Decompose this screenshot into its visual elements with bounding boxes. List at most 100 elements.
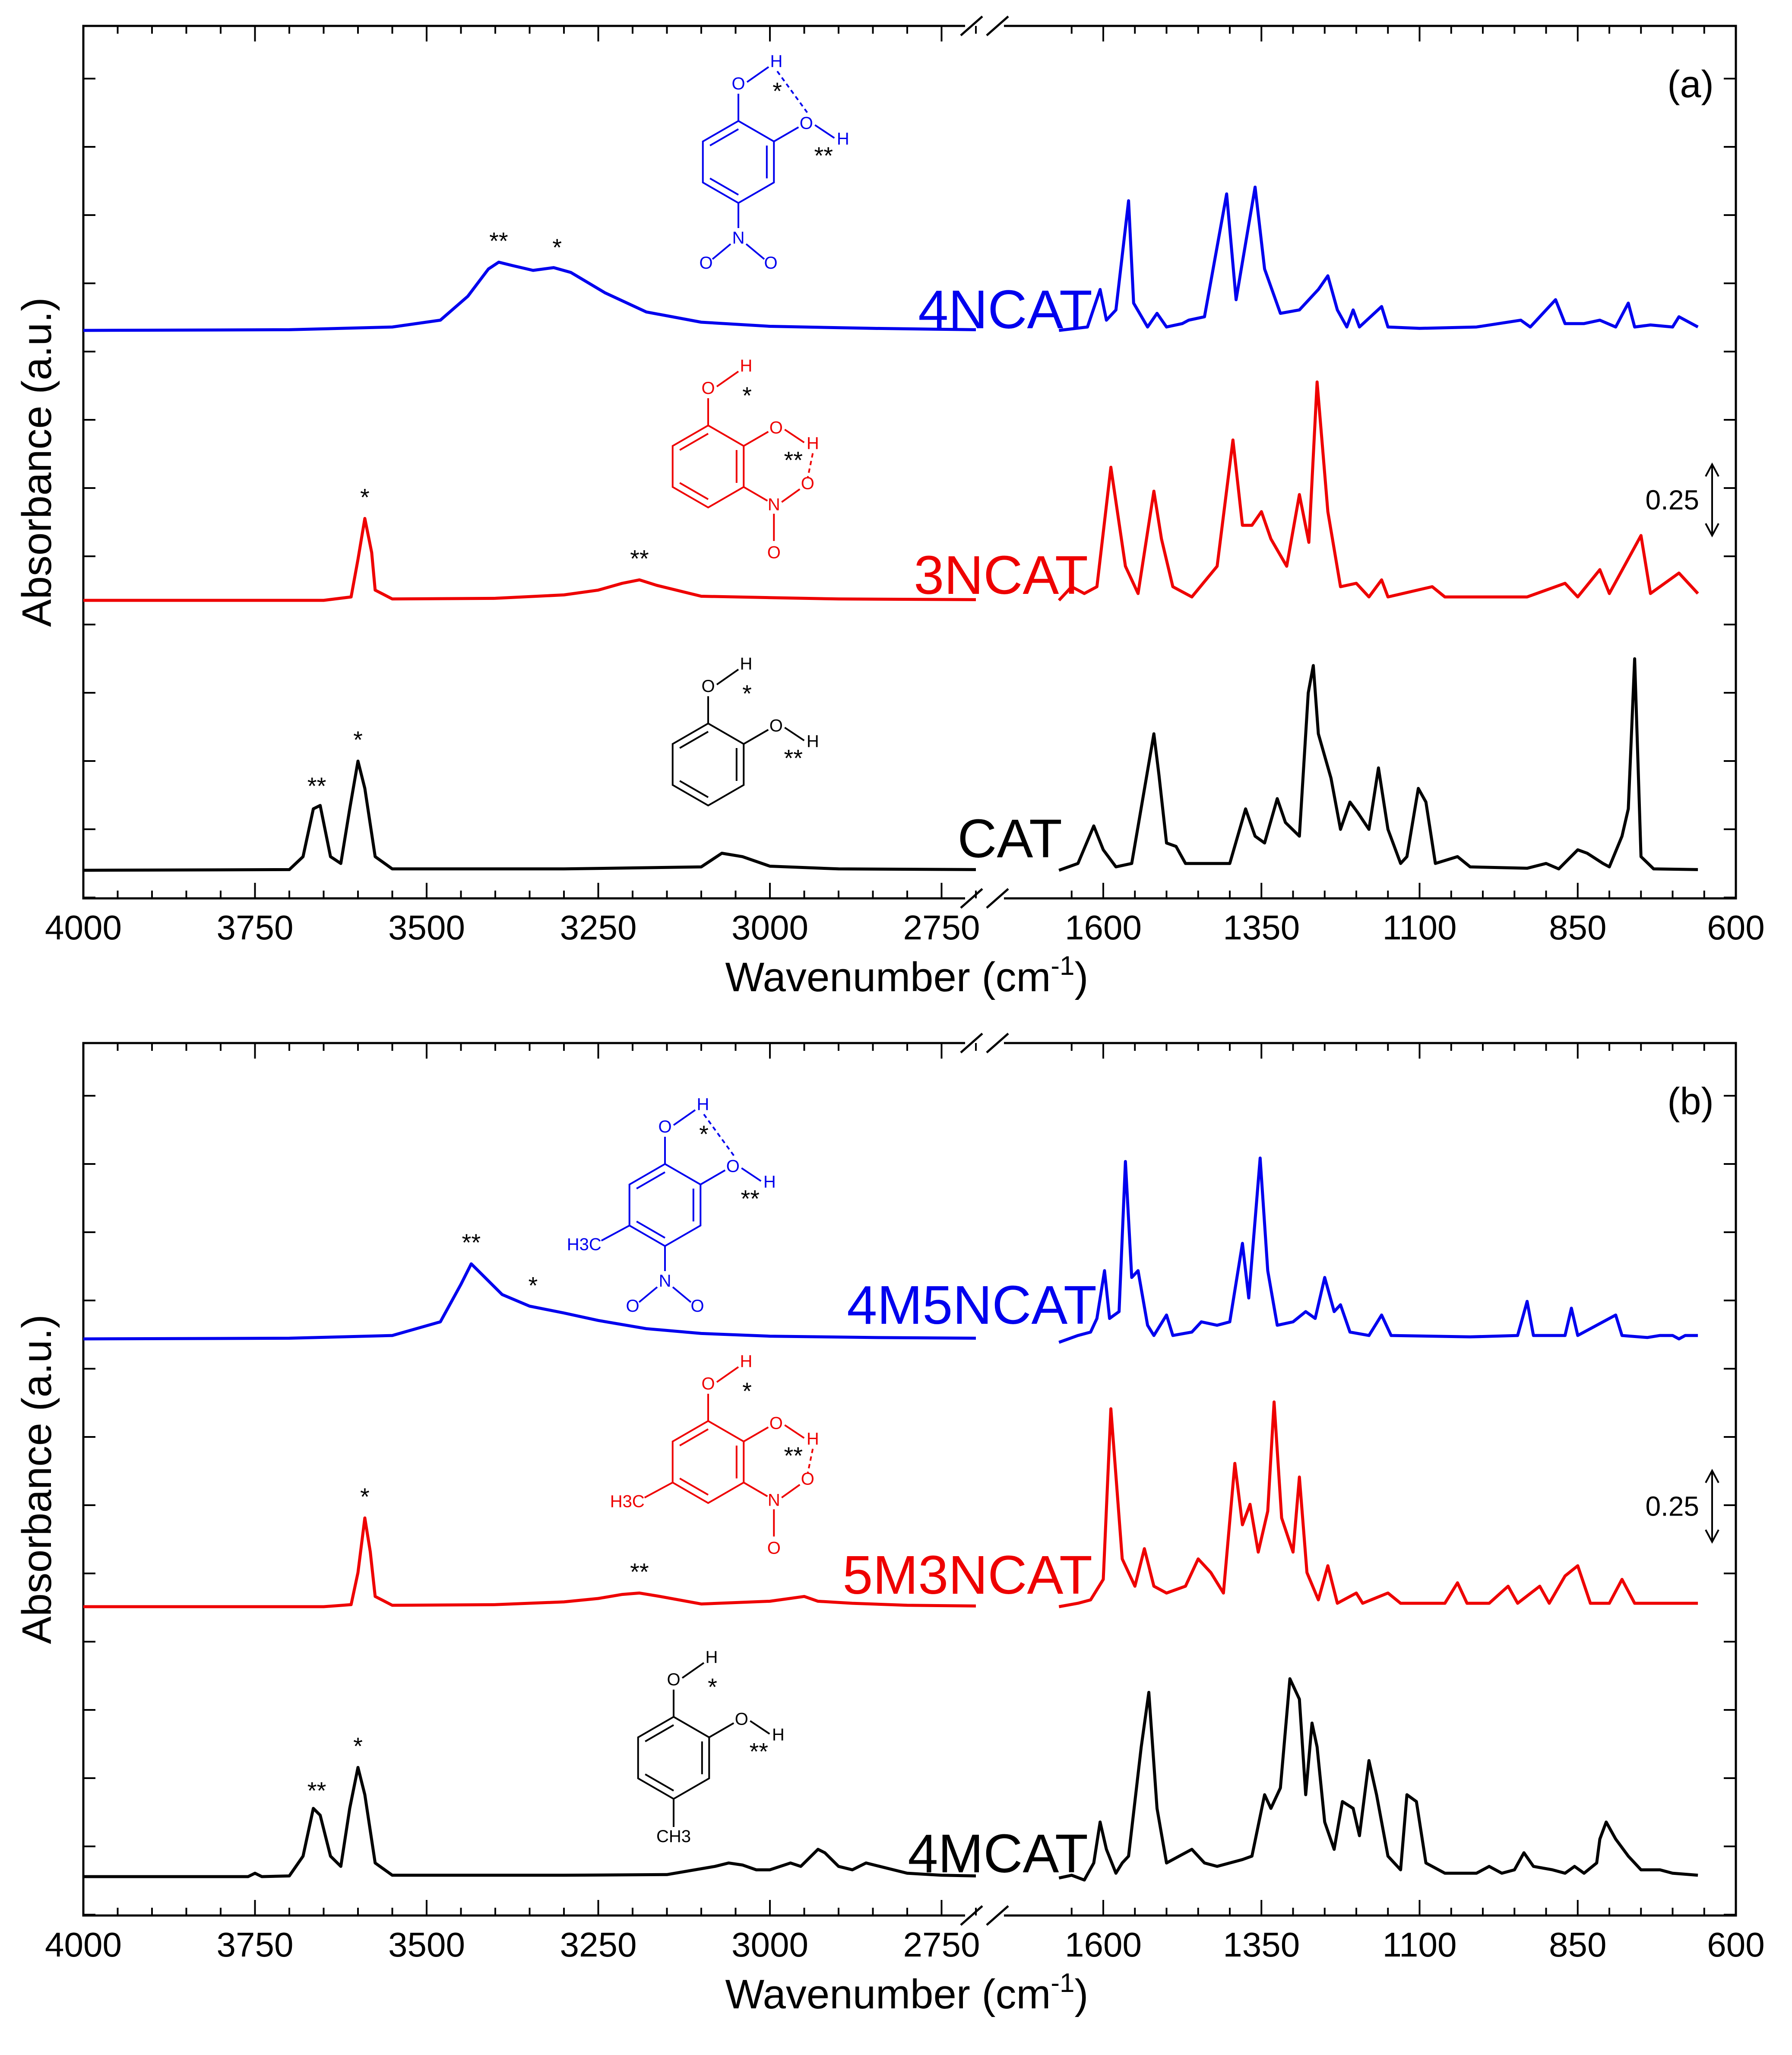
- axis-break-mark: [960, 1905, 983, 1926]
- methyl-label: H3C: [567, 1235, 602, 1254]
- benzene-ring: [671, 722, 745, 807]
- x-tick-label: 1600: [1065, 908, 1142, 947]
- spectrum-line-right-4M5NCAT: [1058, 1156, 1698, 1344]
- double-bond: [636, 1171, 665, 1189]
- atom-label: H: [772, 1725, 785, 1744]
- spectrum-line-left-4M5NCAT: [83, 1262, 976, 1341]
- bond: [743, 486, 768, 502]
- methyl-label: CH3: [656, 1827, 691, 1846]
- bond: [712, 243, 731, 260]
- scale-bar-arrow: [1705, 1529, 1719, 1544]
- panel-a: 4000 3750 3500 3250 3000 2750 1600 1350 1100 850 6…: [14, 16, 1765, 1000]
- x-axis-title-close: ): [1075, 954, 1089, 1000]
- oh-annotation: *: [699, 1120, 709, 1148]
- atom-label: O: [699, 254, 712, 273]
- x-tick-label: 3500: [388, 1925, 465, 1964]
- spectrum-line-right-5M3NCAT: [1058, 1400, 1698, 1608]
- x-tick-label: 1350: [1223, 908, 1300, 947]
- atom-label: O: [690, 1297, 704, 1316]
- peak-annotation: **: [489, 227, 508, 254]
- sample-label: 4MCAT: [908, 1823, 1088, 1884]
- x-tick-label: 3000: [731, 1925, 808, 1964]
- oh-annotation: *: [742, 680, 752, 707]
- atom-label: O: [667, 1670, 680, 1689]
- spectrum-line-left-4NCAT: [83, 260, 976, 332]
- bond: [743, 431, 769, 447]
- spectrum-line-right-4MCAT: [1058, 1677, 1698, 1882]
- y-axis-title: Absorbance (a.u.): [14, 1314, 60, 1644]
- atom-label: H: [770, 52, 783, 71]
- bond: [814, 124, 835, 139]
- x-axis-title-text: Wavenumber (cm: [725, 954, 1051, 1000]
- x-axis-title-superscript: -1: [1051, 951, 1074, 981]
- bond: [750, 1720, 770, 1735]
- peak-annotation: **: [462, 1229, 481, 1256]
- peak-annotation: *: [360, 1483, 370, 1510]
- peak-annotation: **: [630, 1558, 649, 1585]
- peak-annotation: *: [529, 1272, 538, 1299]
- benzene-ring: [671, 424, 745, 509]
- oh-annotation: **: [814, 142, 833, 169]
- x-tick-label: 3750: [217, 1925, 294, 1964]
- atom-label: H: [740, 1352, 753, 1371]
- spectrum-line-left-5M3NCAT: [83, 1516, 976, 1608]
- benzene-ring: [702, 120, 775, 204]
- scale-bar-arrow: [1705, 1468, 1719, 1483]
- bond: [784, 1424, 805, 1439]
- scale-bar-arrow: [1705, 462, 1719, 477]
- oh-annotation: **: [749, 1738, 768, 1765]
- atom-label: N: [768, 495, 780, 514]
- bond: [716, 669, 739, 685]
- atom-label: O: [767, 543, 781, 562]
- scale-bar-arrow: [1705, 523, 1719, 538]
- atom-label: H: [740, 654, 753, 673]
- scale-bar-label: 0.25: [1645, 485, 1699, 516]
- hydrogen-bond: [807, 453, 814, 479]
- x-axis-title-superscript: -1: [1051, 1968, 1074, 1998]
- x-axis-title: Wavenumber (cm-1): [725, 1968, 1088, 2017]
- x-tick-label: 3500: [388, 908, 465, 947]
- x-tick-label: 1100: [1382, 908, 1456, 947]
- double-bond: [709, 178, 739, 196]
- atom-label: H: [697, 1095, 709, 1114]
- structure-catechol: OH*OH**: [671, 654, 819, 807]
- structure-3-nitrocatechol: OH*OH**NOO: [671, 356, 819, 562]
- peak-annotation: *: [353, 726, 363, 753]
- atom-label: N: [659, 1272, 671, 1291]
- atom-label: H: [807, 732, 819, 751]
- bond: [716, 371, 739, 387]
- x-tick-label: 3750: [217, 908, 294, 947]
- atom-label: O: [658, 1117, 671, 1136]
- x-tick-label: 1350: [1223, 1925, 1300, 1964]
- double-bond: [645, 1724, 674, 1742]
- structure-4-methylcatechol: OH*OH**CH3: [637, 1648, 785, 1846]
- bond: [743, 1481, 768, 1497]
- x-tick-label: 3000: [731, 908, 808, 947]
- oh-annotation: *: [742, 382, 752, 409]
- atom-label: O: [701, 379, 715, 398]
- sample-label: CAT: [957, 808, 1062, 869]
- bond: [681, 1662, 705, 1679]
- bond: [781, 488, 801, 503]
- double-bond: [679, 731, 709, 749]
- atom-label: O: [731, 74, 745, 93]
- x-axis-title-text: Wavenumber (cm: [725, 1971, 1051, 2017]
- plot-frame: [82, 25, 1737, 900]
- x-tick-label: 2750: [903, 908, 980, 947]
- peak-annotation: **: [307, 772, 326, 799]
- oh-annotation: **: [784, 447, 803, 474]
- y-axis-title: Absorbance (a.u.): [14, 297, 60, 627]
- double-bond: [709, 128, 739, 146]
- bond: [745, 243, 765, 260]
- bond: [743, 729, 769, 745]
- bond: [743, 1426, 769, 1443]
- hydrogen-bond: [776, 70, 809, 115]
- atom-label: N: [732, 228, 745, 247]
- atom-label: O: [764, 254, 777, 273]
- atom-label: O: [769, 717, 783, 736]
- double-bond: [679, 1478, 709, 1496]
- spectrum-line-right-3NCAT: [1057, 380, 1699, 602]
- atom-label: H: [837, 130, 849, 149]
